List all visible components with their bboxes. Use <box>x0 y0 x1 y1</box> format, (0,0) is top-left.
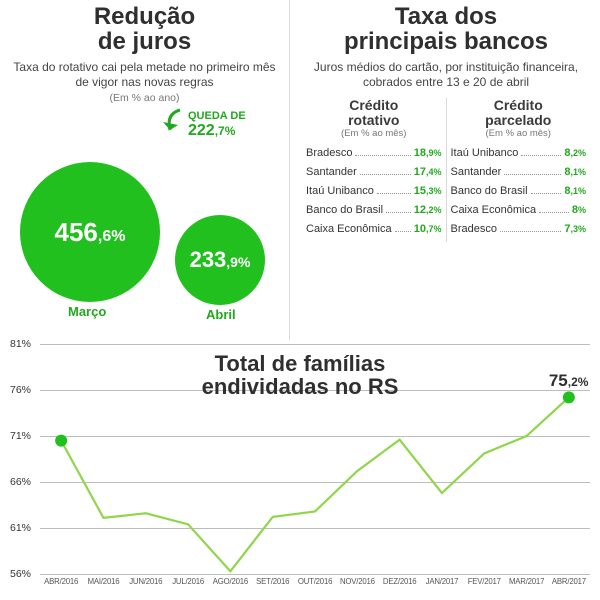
rate-row: Banco do Brasil 12,2% <box>306 204 442 216</box>
rate-value: 18,9% <box>414 147 442 159</box>
rate-value: 10,7% <box>414 223 442 235</box>
bank-name: Itaú Unibanco <box>306 185 374 197</box>
col2-heading: Créditoparcelado <box>451 98 587 127</box>
rate-value: 8,1% <box>564 185 586 197</box>
x-tick-label: ABR/2016 <box>40 577 82 586</box>
x-tick-label: MAI/2016 <box>82 577 124 586</box>
bank-name: Banco do Brasil <box>306 204 383 216</box>
rate-row: Santander 17,4% <box>306 166 442 178</box>
x-tick-label: DEZ/2016 <box>379 577 421 586</box>
col2-unit: (Em % ao mês) <box>451 128 587 139</box>
line-chart-panel: Total de famíliasendividadas no RS 56% 61… <box>0 340 600 600</box>
bank-name: Bradesco <box>306 147 352 159</box>
drop-label: QUEDA DE 222,7% <box>188 110 246 140</box>
bank-name: Itaú Unibanco <box>451 147 519 159</box>
rate-row: Itaú Unibanco 8,2% <box>451 147 587 159</box>
rate-value: 8,2% <box>564 147 586 159</box>
right-subtitle: Juros médios do cartão, por instituição … <box>302 60 590 90</box>
bubble-chart: QUEDA DE 222,7% 456,6% Março 233,9% Abri… <box>10 112 279 322</box>
y-tick-label: 66% <box>10 476 31 488</box>
left-subtitle: Taxa do rotativo cai pela metade no prim… <box>10 60 279 90</box>
top-panels: Reduçãode juros Taxa do rotativo cai pel… <box>0 0 600 340</box>
bank-name: Santander <box>306 166 357 178</box>
x-tick-label: ABR/2017 <box>548 577 590 586</box>
y-tick-label: 56% <box>10 568 31 580</box>
y-tick-label: 71% <box>10 430 31 442</box>
leader-dots <box>504 174 561 175</box>
gridline <box>40 574 590 575</box>
rate-value: 15,3% <box>414 185 442 197</box>
y-tick-label: 61% <box>10 522 31 534</box>
rate-row: Santander 8,1% <box>451 166 587 178</box>
col1-heading: Créditorotativo <box>306 98 442 127</box>
col1-unit: (Em % ao mês) <box>306 128 442 139</box>
bank-name: Santander <box>451 166 502 178</box>
x-tick-label: MAR/2017 <box>505 577 547 586</box>
x-tick-label: FEV/2017 <box>463 577 505 586</box>
leader-dots <box>521 155 561 156</box>
rate-value: 17,4% <box>414 166 442 178</box>
x-tick-label: JUL/2016 <box>167 577 209 586</box>
right-title: Taxa dosprincipais bancos <box>302 4 590 54</box>
col-rotativo: Créditorotativo (Em % ao mês) Bradesco 18… <box>302 98 447 241</box>
leader-dots <box>531 193 562 194</box>
bank-name: Bradesco <box>451 223 497 235</box>
rate-value: 7,3% <box>564 223 586 235</box>
bank-name: Banco do Brasil <box>451 185 528 197</box>
x-tick-label: JUN/2016 <box>125 577 167 586</box>
rate-value: 8,1% <box>564 166 586 178</box>
y-tick-label: 81% <box>10 338 31 350</box>
rate-row: Caixa Econômica 10,7% <box>306 223 442 235</box>
x-tick-label: NOV/2016 <box>336 577 378 586</box>
rate-row: Itaú Unibanco 15,3% <box>306 185 442 197</box>
rate-columns: Créditorotativo (Em % ao mês) Bradesco 18… <box>302 98 590 241</box>
rate-row: Banco do Brasil 8,1% <box>451 185 587 197</box>
leader-dots <box>539 212 569 213</box>
bank-name: Caixa Econômica <box>451 204 537 216</box>
left-title: Reduçãode juros <box>10 4 279 54</box>
month-april: Abril <box>206 307 236 322</box>
x-tick-label: JAN/2017 <box>421 577 463 586</box>
leader-dots <box>500 231 561 232</box>
bank-rates-panel: Taxa dosprincipais bancos Juros médios d… <box>290 0 600 340</box>
drop-arrow-icon <box>160 108 188 142</box>
bubble-april: 233,9% <box>175 215 265 305</box>
month-march: Março <box>68 304 106 319</box>
bank-name: Caixa Econômica <box>306 223 392 235</box>
left-unit: (Em % ao ano) <box>10 92 279 104</box>
leader-dots <box>355 155 410 156</box>
col-parcelado: Créditoparcelado (Em % ao mês) Itaú Unib… <box>447 98 591 241</box>
x-axis: ABR/2016MAI/2016JUN/2016JUL/2016AGO/2016… <box>40 577 590 586</box>
x-tick-label: AGO/2016 <box>209 577 251 586</box>
rate-row: Caixa Econômica 8% <box>451 204 587 216</box>
leader-dots <box>360 174 411 175</box>
leader-dots <box>377 193 411 194</box>
interest-reduction-panel: Reduçãode juros Taxa do rotativo cai pel… <box>0 0 290 340</box>
leader-dots <box>395 231 411 232</box>
rate-value: 12,2% <box>414 204 442 216</box>
rate-row: Bradesco 18,9% <box>306 147 442 159</box>
line-chart-title: Total de famíliasendividadas no RS <box>0 352 600 398</box>
leader-dots <box>386 212 411 213</box>
x-tick-label: SET/2016 <box>252 577 294 586</box>
bubble-march: 456,6% <box>20 162 160 302</box>
x-tick-label: OUT/2016 <box>294 577 336 586</box>
rate-row: Bradesco 7,3% <box>451 223 587 235</box>
rate-value: 8% <box>572 204 586 216</box>
